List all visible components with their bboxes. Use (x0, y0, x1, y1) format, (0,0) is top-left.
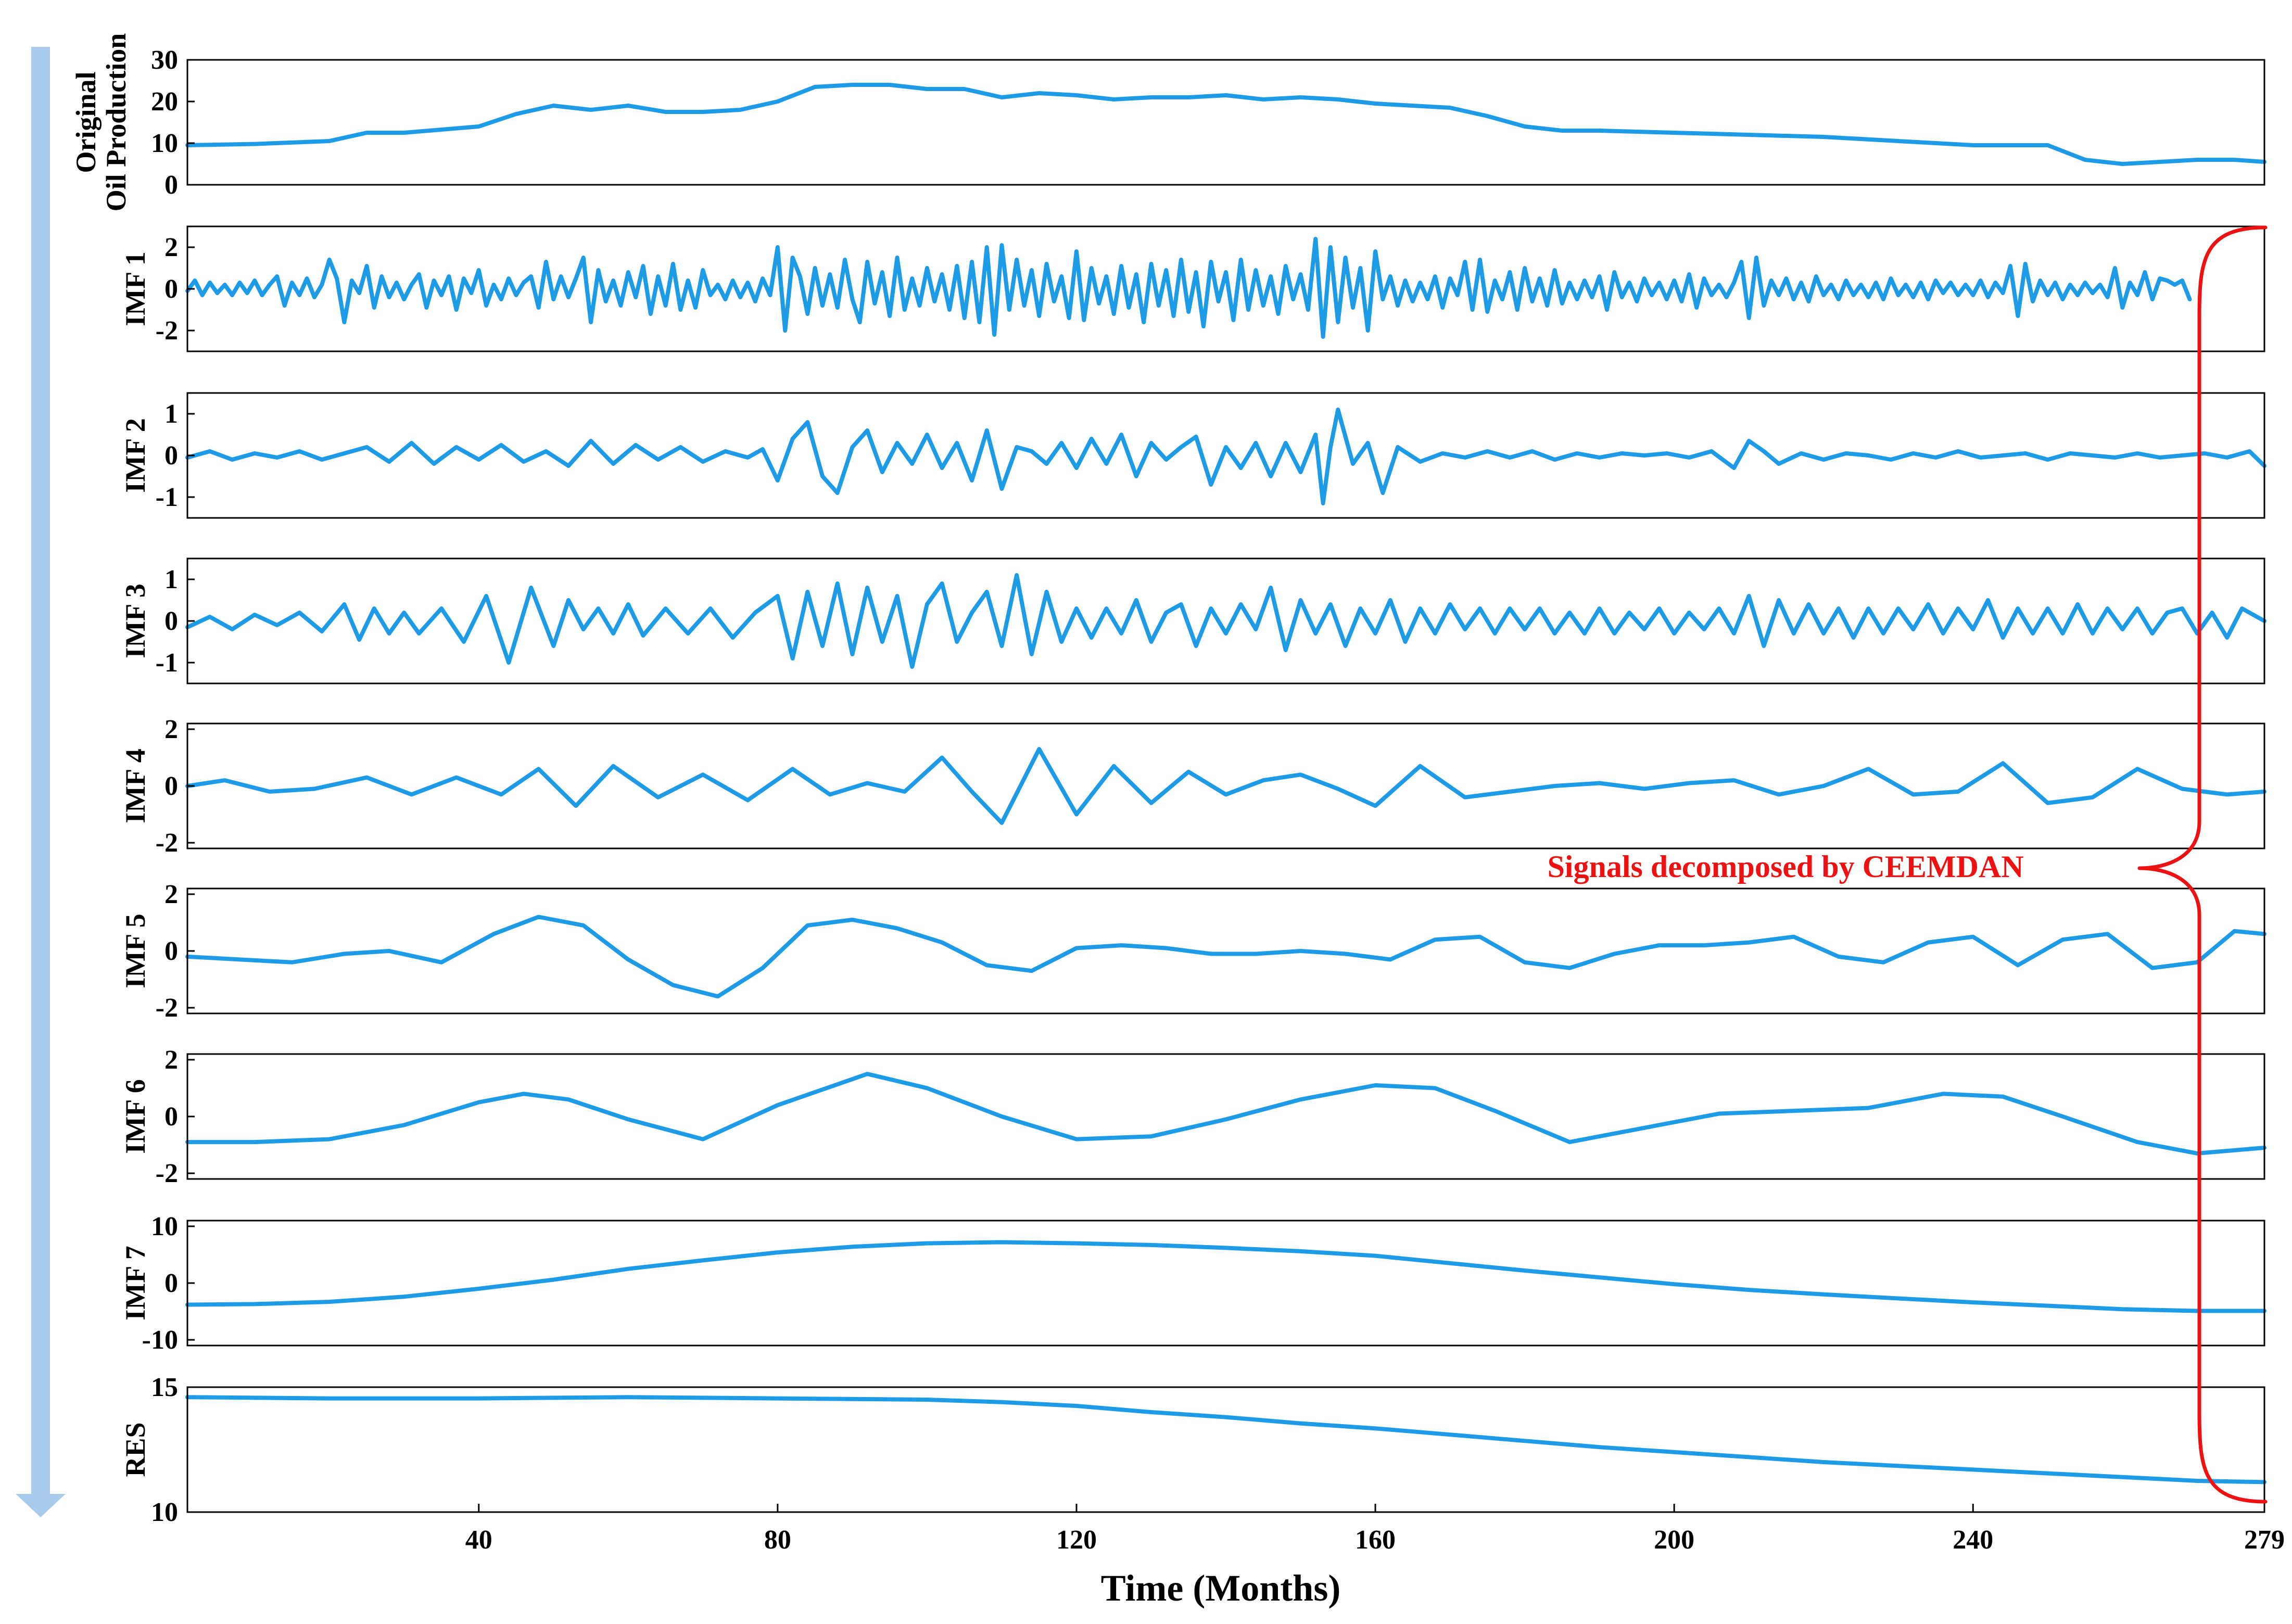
y-tick-label: -1 (156, 648, 178, 678)
series-line-res (185, 1395, 2266, 1485)
y-tick-label: -10 (142, 1325, 178, 1355)
y-tick-label: 10 (151, 1498, 178, 1527)
y-tick-label: 2 (164, 1045, 178, 1075)
y-tick-label: -2 (156, 828, 178, 858)
process-flow-arrow (16, 47, 66, 1517)
series-line-imf7 (185, 1240, 2266, 1313)
y-tick-label: -2 (156, 993, 178, 1023)
x-tick-label: 120 (1056, 1525, 1097, 1555)
y-tick-label: 10 (151, 129, 178, 158)
y-tick-label: 0 (164, 606, 178, 636)
y-tick-label: 2 (164, 715, 178, 744)
y-tick-label: 2 (164, 233, 178, 262)
brace-curve (2137, 225, 2268, 1504)
y-tick-label: -1 (156, 483, 178, 512)
panel-imf1: -2 0 2 IMF 1 (120, 225, 2265, 352)
x-axis: 40 80 120 160 200 240 279 (465, 1504, 2285, 1555)
x-tick-label: 160 (1355, 1525, 1396, 1555)
y-tick-label: 0 (164, 170, 178, 200)
y-tick-label: 1 (164, 399, 178, 429)
panel-frame-imf2 (186, 392, 2265, 519)
ceemdan-annotation: Signals decomposed by CEEMDAN (1547, 849, 2023, 884)
panel-frame-imf7 (186, 1220, 2265, 1347)
panel-label-imf6: IMF 6 (120, 1079, 151, 1153)
panel-label-imf3: IMF 3 (120, 583, 151, 658)
y-tick-label: 10 (151, 1212, 178, 1241)
y-tick-label: 0 (164, 1268, 178, 1298)
panel-imf4: -2 0 2 IMF 4 (120, 715, 2266, 858)
series-line-imf5 (185, 915, 2266, 999)
panel-label-imf1: IMF 1 (120, 251, 151, 326)
y-tick-label: 0 (164, 274, 178, 304)
y-tick-label: -2 (156, 1159, 178, 1188)
y-tick-label: 2 (164, 880, 178, 909)
y-tick-label: -2 (156, 316, 178, 346)
x-tick-label: 240 (1953, 1525, 1993, 1555)
y-tick-label: 0 (164, 441, 178, 471)
y-tick-label: 0 (164, 936, 178, 966)
panel-frame-imf5 (186, 887, 2265, 1014)
flow-arrow-head (16, 1494, 66, 1517)
ceemdan-brace (2137, 225, 2268, 1504)
y-tick-label: 0 (164, 1102, 178, 1132)
x-axis-title: Time (Months) (1101, 1567, 1341, 1609)
panel-imf2: -1 0 1 IMF 2 (120, 392, 2266, 519)
y-tick-label: 20 (151, 87, 178, 117)
series-line-imf1 (185, 237, 2192, 339)
panel-label-imf7: IMF 7 (120, 1246, 151, 1320)
panel-imf6: -2 0 2 IMF 6 (120, 1045, 2266, 1188)
panel-frame-imf6 (186, 1053, 2265, 1180)
y-tick-label: 1 (164, 565, 178, 594)
y-tick-label: 30 (151, 45, 178, 75)
panel-label-res: RES (120, 1422, 151, 1477)
y-tick-label: 0 (164, 771, 178, 801)
y-tick-label: 15 (151, 1373, 178, 1402)
x-tick-label: 40 (465, 1525, 492, 1555)
series-line-imf4 (185, 747, 2266, 825)
panel-frame-original (186, 59, 2265, 186)
flow-arrow-shaft (31, 47, 50, 1499)
panel-frame-imf4 (186, 722, 2265, 849)
panel-label-imf4: IMF 4 (120, 748, 151, 823)
panel-label-imf5: IMF 5 (120, 914, 151, 988)
panel-frame-res (186, 1386, 2265, 1513)
x-tick-label: 80 (764, 1525, 791, 1555)
series-line-imf3 (185, 573, 2266, 669)
panel-imf5: -2 0 2 IMF 5 (120, 880, 2266, 1023)
x-tick-label: 279 (2244, 1525, 2285, 1555)
panel-imf3: -1 0 1 IMF 3 (120, 557, 2266, 684)
series-line-original (185, 83, 2266, 166)
series-line-imf6 (185, 1072, 2266, 1156)
panel-label-original: Oil Production (100, 33, 132, 212)
panel-label-imf2: IMF 2 (120, 418, 151, 492)
x-tick-label: 200 (1654, 1525, 1694, 1555)
series-line-imf2 (185, 408, 2266, 505)
panel-label-original: Original (70, 71, 102, 173)
